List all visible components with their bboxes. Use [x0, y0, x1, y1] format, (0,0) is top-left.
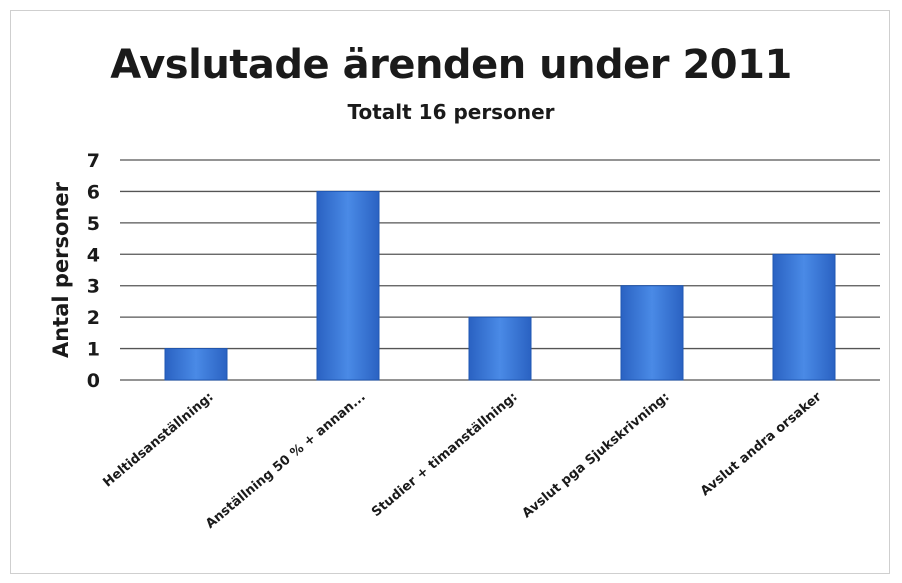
y-tick-label: 4 — [87, 244, 100, 266]
bar — [468, 316, 532, 381]
x-tick-label: Anställning 50 % + annan... — [203, 390, 369, 532]
chart-title: Avslutade ärenden under 2011 — [110, 42, 792, 88]
bars — [164, 190, 836, 381]
y-tick-label: 1 — [87, 339, 100, 361]
y-axis-ticks: 0 1 2 3 4 5 6 7 — [87, 150, 100, 392]
x-axis-ticks: Heltidsanställning:Anställning 50 % + an… — [100, 389, 825, 532]
y-tick-label: 0 — [87, 370, 100, 392]
bar — [316, 190, 380, 381]
bar — [772, 253, 836, 381]
x-tick-label: Avslut andra orsaker — [698, 389, 825, 499]
x-tick-label: Heltidsanställning: — [100, 390, 216, 491]
y-tick-label: 7 — [87, 150, 100, 172]
chart-subtitle: Totalt 16 personer — [347, 100, 555, 124]
y-tick-label: 2 — [87, 307, 100, 329]
x-tick-label: Avslut pga Sjukskrivning: — [520, 390, 673, 522]
chart-frame — [10, 10, 890, 574]
y-tick-label: 6 — [87, 181, 100, 203]
y-tick-label: 3 — [87, 276, 100, 298]
y-axis-label: Antal personer — [49, 181, 73, 358]
bar — [620, 285, 684, 381]
x-tick-label: Studier + timanställning: — [369, 390, 520, 520]
y-tick-label: 5 — [87, 213, 100, 235]
bar — [164, 348, 228, 381]
